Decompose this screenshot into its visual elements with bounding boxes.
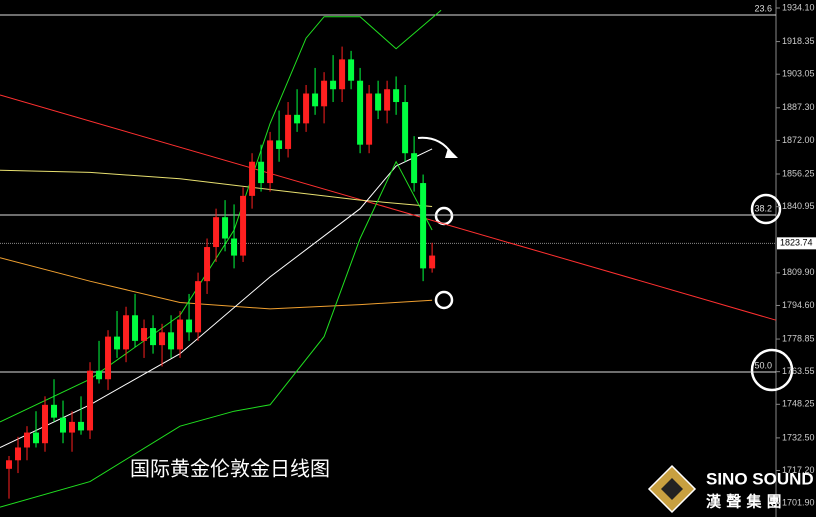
indicator-line <box>0 169 433 207</box>
logo-name: SINO SOUND <box>706 469 814 488</box>
fib-label: 50.0 <box>754 360 772 370</box>
y-tick-label: 1794.60 <box>782 300 815 310</box>
candle-body <box>249 161 256 196</box>
fib-label: 38.2 <box>754 203 772 213</box>
y-tick-label: 1918.35 <box>782 36 815 46</box>
indicator-line <box>0 257 433 310</box>
y-tick-label: 1717.20 <box>782 465 815 475</box>
marker-circle <box>750 193 782 225</box>
candle-body <box>96 370 103 380</box>
candle-body <box>168 332 175 350</box>
y-tick-label: 1887.30 <box>782 102 815 112</box>
arrow <box>417 136 453 155</box>
y-tick-label: 1872.00 <box>782 135 815 145</box>
candle-body <box>429 255 436 269</box>
y-tick-label: 1903.05 <box>782 69 815 79</box>
candle-body <box>258 161 265 184</box>
candle-body <box>6 460 13 469</box>
candle-body <box>222 217 229 239</box>
candle-body <box>312 93 319 107</box>
indicator-line <box>0 9 442 423</box>
candle-body <box>150 328 157 346</box>
candle-body <box>303 93 310 124</box>
indicator-line <box>0 148 433 448</box>
candle-body <box>267 140 274 184</box>
candle-body <box>24 432 31 448</box>
candle-body <box>204 247 211 282</box>
logo: SINO SOUND 漢 聲 集 團 <box>647 464 814 514</box>
candle-body <box>240 195 247 256</box>
candle-body <box>69 421 76 433</box>
candle-body <box>60 417 67 433</box>
candle-body <box>213 217 220 248</box>
candle-body <box>87 370 94 431</box>
candle-body <box>330 80 337 90</box>
candle-body <box>159 332 166 346</box>
y-tick-label: 1809.90 <box>782 267 815 277</box>
candle-body <box>105 336 112 380</box>
marker-circle <box>434 206 454 226</box>
candle-body <box>51 404 58 418</box>
candle-body <box>78 421 85 431</box>
candle-body <box>375 93 382 111</box>
indicator-line <box>0 94 777 321</box>
candle-body <box>294 114 301 124</box>
candle-body <box>276 140 283 149</box>
candle-body <box>321 80 328 107</box>
y-tick-label: 1748.25 <box>782 399 815 409</box>
y-tick-label: 1840.95 <box>782 201 815 211</box>
y-tick-label: 1934.10 <box>782 2 815 12</box>
logo-mark <box>661 478 683 500</box>
candle-body <box>186 319 193 333</box>
indicator-line <box>0 160 433 508</box>
candle-body <box>348 59 355 81</box>
candle-body <box>231 238 238 256</box>
marker-circle <box>434 290 454 310</box>
candle-body <box>123 315 130 350</box>
y-tick-label: 1701.90 <box>782 498 815 508</box>
y-tick-label: 1763.55 <box>782 366 815 376</box>
candle-body <box>42 404 49 444</box>
candle-body <box>384 89 391 111</box>
y-tick-label: 1856.25 <box>782 168 815 178</box>
candle-body <box>33 432 40 444</box>
current-price-box <box>777 237 816 250</box>
candle-body <box>15 447 22 461</box>
y-tick-label: 1732.50 <box>782 432 815 442</box>
candle-body <box>357 80 364 145</box>
candle-body <box>393 89 400 103</box>
logo-subtitle: 漢 聲 集 團 <box>706 493 782 511</box>
candle-body <box>114 336 121 350</box>
candle-body <box>132 315 139 341</box>
y-tick-label: 1778.85 <box>782 333 815 343</box>
candle-body <box>402 102 409 154</box>
chart-title: 国际黄金伦敦金日线图 <box>130 457 330 481</box>
candle-body <box>195 281 202 333</box>
candle-body <box>411 153 418 184</box>
candle-body <box>141 328 148 341</box>
candle-body <box>285 114 292 149</box>
current-price-label: 1823.74 <box>780 238 813 248</box>
fib-label: 23.6 <box>754 3 772 13</box>
candle-body <box>420 183 427 269</box>
candle-body <box>177 319 184 350</box>
candle-body <box>366 93 373 145</box>
arrow-head <box>445 148 458 158</box>
marker-circle <box>750 348 794 392</box>
candle-body <box>339 59 346 90</box>
